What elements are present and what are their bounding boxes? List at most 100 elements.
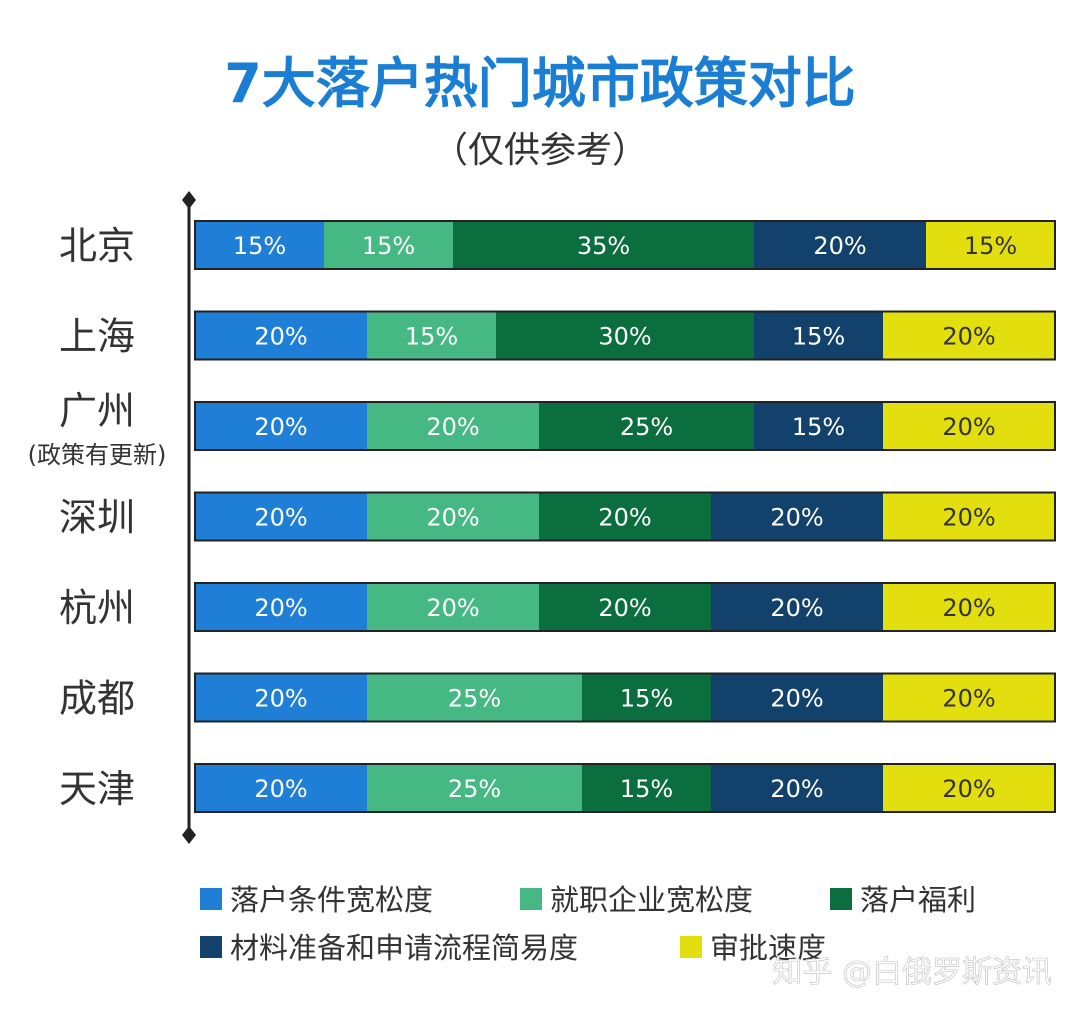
bar-segment xyxy=(883,764,1055,812)
bar-segment xyxy=(883,492,1055,541)
legend-item: 落户条件宽松度 xyxy=(200,883,433,917)
bar-segment xyxy=(711,583,883,631)
data-label: 20% xyxy=(942,504,995,532)
data-label: 15% xyxy=(792,413,845,441)
bar-segment xyxy=(754,311,883,360)
category-label: 深圳 xyxy=(59,496,135,540)
bar-segment xyxy=(883,311,1055,360)
category-note: (政策有更新) xyxy=(28,441,167,469)
bar-row: 20% 15% 30% 15% 20% xyxy=(194,310,1056,361)
bar-segment xyxy=(195,311,367,360)
data-label: 25% xyxy=(448,685,501,713)
category-label: 上海 xyxy=(59,315,135,359)
category-label: 天津 xyxy=(59,767,135,811)
bar-segment xyxy=(883,402,1055,450)
bar-row: 20% 20% 20% 20% 20% xyxy=(194,582,1056,632)
bar-outline xyxy=(194,401,1056,451)
bar-segment xyxy=(711,764,883,812)
data-label: 15% xyxy=(792,323,845,351)
legend-swatch xyxy=(520,888,542,910)
data-label: 20% xyxy=(254,504,307,532)
bar-segment xyxy=(195,402,367,450)
data-label: 20% xyxy=(942,323,995,351)
bar-segment xyxy=(754,221,926,269)
data-label: 25% xyxy=(620,413,673,441)
bar-outline xyxy=(194,491,1056,542)
data-label: 20% xyxy=(813,232,866,260)
data-label: 20% xyxy=(942,685,995,713)
legend-item: 审批速度 xyxy=(680,931,826,965)
data-label: 20% xyxy=(254,323,307,351)
bar-row: 15% 15% 35% 20% 15% xyxy=(194,220,1056,270)
bar-outline xyxy=(194,582,1056,632)
data-label: 20% xyxy=(254,685,307,713)
bar-outline xyxy=(194,310,1056,361)
bar-outline xyxy=(194,672,1056,723)
data-label: 20% xyxy=(770,504,823,532)
data-label: 25% xyxy=(448,775,501,803)
bar-segment xyxy=(711,492,883,541)
data-label: 15% xyxy=(362,232,415,260)
bar-segment xyxy=(883,673,1055,722)
legend-label: 审批速度 xyxy=(710,931,826,965)
bar-segment xyxy=(539,583,711,631)
y-axis-top-marker xyxy=(182,191,196,209)
bar-row: 20% 25% 15% 20% 20% xyxy=(194,672,1056,723)
data-label: 20% xyxy=(770,594,823,622)
legend-label: 落户条件宽松度 xyxy=(230,883,433,917)
bar-segment xyxy=(195,673,367,722)
bar-outline xyxy=(194,763,1056,813)
bar-outline xyxy=(194,220,1056,270)
category-label: 成都 xyxy=(59,677,135,721)
data-label: 15% xyxy=(233,232,286,260)
bar-segment xyxy=(324,221,453,269)
bar-row: 20% 25% 15% 20% 20% xyxy=(194,763,1056,813)
data-label: 35% xyxy=(577,232,630,260)
data-label: 15% xyxy=(405,323,458,351)
data-label: 20% xyxy=(426,594,479,622)
legend-swatch xyxy=(830,888,852,910)
y-axis-bottom-marker xyxy=(182,826,196,844)
category-label: 北京 xyxy=(59,224,135,268)
data-label: 15% xyxy=(620,685,673,713)
data-label: 20% xyxy=(942,413,995,441)
legend-item: 材料准备和申请流程简易度 xyxy=(200,931,578,965)
bar-segment xyxy=(582,764,711,812)
bar-segment xyxy=(367,583,539,631)
data-label: 20% xyxy=(942,775,995,803)
bar-segment xyxy=(195,492,367,541)
data-label: 20% xyxy=(770,685,823,713)
data-label: 15% xyxy=(964,232,1017,260)
data-label: 20% xyxy=(254,594,307,622)
legend-swatch xyxy=(680,936,702,958)
data-label: 20% xyxy=(942,594,995,622)
bar-segment xyxy=(539,402,754,450)
bar-row: 20% 20% 25% 15% 20% xyxy=(194,401,1056,451)
bar-segment xyxy=(367,402,539,450)
bar-segment xyxy=(582,673,711,722)
bar-row: 20% 20% 20% 20% 20% xyxy=(194,491,1056,542)
bar-segment xyxy=(367,673,582,722)
bar-segment xyxy=(195,221,324,269)
chart-title: 7大落户热门城市政策对比 xyxy=(224,52,856,115)
category-label: 杭州 xyxy=(59,586,135,630)
bar-segment xyxy=(195,764,367,812)
bar-segment xyxy=(367,764,582,812)
legend-label: 就职企业宽松度 xyxy=(550,883,753,917)
category-label: 广州 xyxy=(59,389,135,433)
legend-label: 材料准备和申请流程简易度 xyxy=(230,931,578,965)
legend-label: 落户福利 xyxy=(860,883,976,917)
bar-segment xyxy=(195,583,367,631)
data-label: 20% xyxy=(254,413,307,441)
legend-item: 就职企业宽松度 xyxy=(520,883,753,917)
bars: 15% 15% 35% 20% 15% 20% 15% 30% 15% 20% 20% 20% 25% 1… xyxy=(194,220,1056,813)
legend-swatch xyxy=(200,936,222,958)
y-axis xyxy=(182,191,196,844)
bar-segment xyxy=(367,492,539,541)
legend-item: 落户福利 xyxy=(830,883,976,917)
bar-segment xyxy=(539,492,711,541)
data-label: 30% xyxy=(598,323,651,351)
data-label: 15% xyxy=(620,775,673,803)
